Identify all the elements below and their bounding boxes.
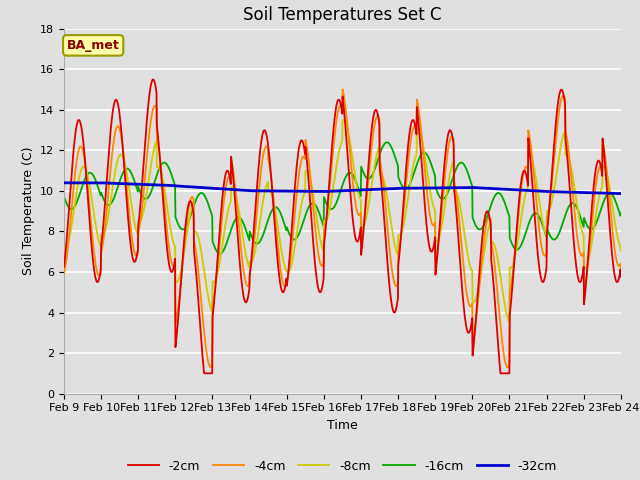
-32cm xyxy=(318,189,326,194)
-32cm xyxy=(60,180,68,186)
-2cm xyxy=(617,274,625,280)
-8cm xyxy=(617,248,625,254)
-32cm xyxy=(126,181,134,187)
Line: -2cm: -2cm xyxy=(64,80,621,373)
-16cm xyxy=(318,219,326,225)
X-axis label: Time: Time xyxy=(327,419,358,432)
-4cm xyxy=(60,270,68,276)
-32cm xyxy=(308,189,316,194)
Line: -16cm: -16cm xyxy=(64,142,621,254)
-4cm xyxy=(339,86,346,92)
-32cm xyxy=(296,189,304,194)
-2cm xyxy=(126,234,134,240)
-4cm xyxy=(308,188,316,193)
-2cm xyxy=(103,172,111,178)
-16cm xyxy=(126,168,134,173)
-8cm xyxy=(126,190,134,196)
-8cm xyxy=(60,244,68,250)
-2cm xyxy=(378,183,385,189)
-4cm xyxy=(296,163,304,168)
-16cm xyxy=(378,147,385,153)
-2cm xyxy=(149,77,157,83)
-16cm xyxy=(297,227,305,233)
-8cm xyxy=(296,208,304,214)
-8cm xyxy=(308,183,316,189)
-32cm xyxy=(617,191,625,196)
-2cm xyxy=(319,283,326,288)
-2cm xyxy=(60,264,68,270)
-8cm xyxy=(318,243,326,249)
-32cm xyxy=(103,180,111,186)
Legend: -2cm, -4cm, -8cm, -16cm, -32cm: -2cm, -4cm, -8cm, -16cm, -32cm xyxy=(123,455,562,478)
-4cm xyxy=(103,204,111,210)
-2cm xyxy=(200,371,208,376)
Text: BA_met: BA_met xyxy=(67,39,120,52)
-16cm xyxy=(308,200,316,206)
-32cm xyxy=(377,186,385,192)
-2cm xyxy=(297,138,305,144)
-4cm xyxy=(617,270,625,276)
Line: -32cm: -32cm xyxy=(64,183,621,193)
-8cm xyxy=(378,172,385,178)
Y-axis label: Soil Temperature (C): Soil Temperature (C) xyxy=(22,147,35,276)
-16cm xyxy=(617,210,625,216)
-4cm xyxy=(378,165,385,171)
-8cm xyxy=(103,220,111,226)
-16cm xyxy=(60,194,68,200)
-16cm xyxy=(216,251,224,257)
-4cm xyxy=(318,263,326,269)
Line: -4cm: -4cm xyxy=(64,89,621,367)
Line: -8cm: -8cm xyxy=(64,120,621,322)
-8cm xyxy=(506,319,513,325)
-2cm xyxy=(308,231,316,237)
Title: Soil Temperatures Set C: Soil Temperatures Set C xyxy=(243,6,442,24)
-16cm xyxy=(103,202,111,207)
-4cm xyxy=(504,364,511,370)
-8cm xyxy=(339,117,347,123)
-4cm xyxy=(126,216,134,222)
-16cm xyxy=(383,139,390,145)
